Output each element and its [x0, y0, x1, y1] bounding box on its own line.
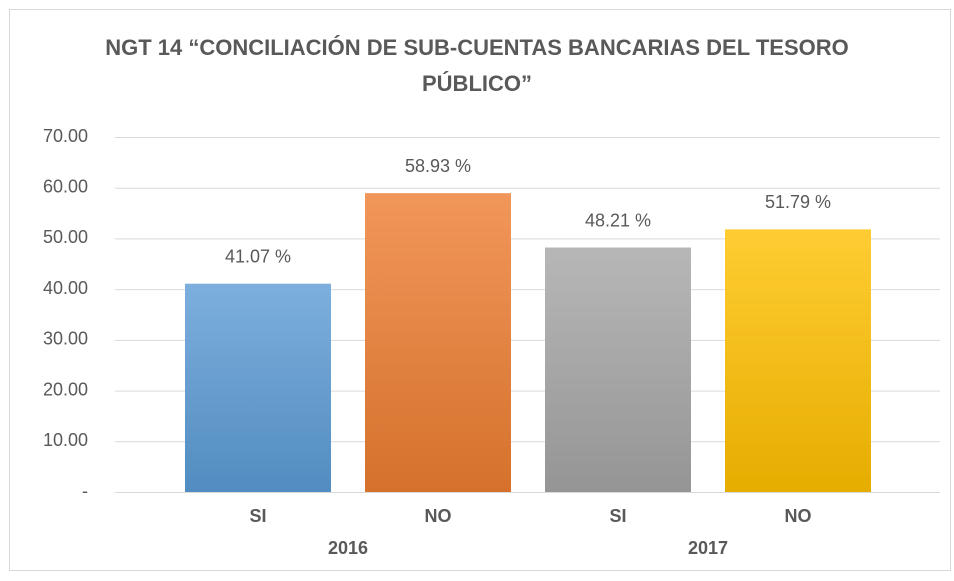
- y-tick-label: 10.00: [43, 430, 88, 450]
- bar: [725, 229, 871, 492]
- chart-title: NGT 14 “CONCILIACIÓN DE SUB-CUENTAS BANC…: [105, 35, 849, 96]
- y-tick-label: -: [82, 481, 88, 501]
- data-label: 41.07 %: [225, 246, 291, 266]
- bar: [545, 247, 691, 492]
- x-tick-label: NO: [785, 506, 812, 526]
- x-tick-label: SI: [249, 506, 266, 526]
- bar: [185, 283, 331, 492]
- data-label: 51.79 %: [765, 192, 831, 212]
- y-tick-label: 60.00: [43, 176, 88, 196]
- bar: [365, 193, 511, 492]
- y-tick-label: 70.00: [43, 126, 88, 146]
- y-tick-label: 40.00: [43, 278, 88, 298]
- group-label: 2016: [328, 538, 368, 558]
- group-label: 2017: [688, 538, 728, 558]
- data-label: 58.93 %: [405, 156, 471, 176]
- x-tick-label: SI: [609, 506, 626, 526]
- y-tick-label: 20.00: [43, 379, 88, 399]
- x-tick-label: NO: [425, 506, 452, 526]
- data-label: 48.21 %: [585, 210, 651, 230]
- y-tick-label: 30.00: [43, 329, 88, 349]
- y-tick-label: 50.00: [43, 227, 88, 247]
